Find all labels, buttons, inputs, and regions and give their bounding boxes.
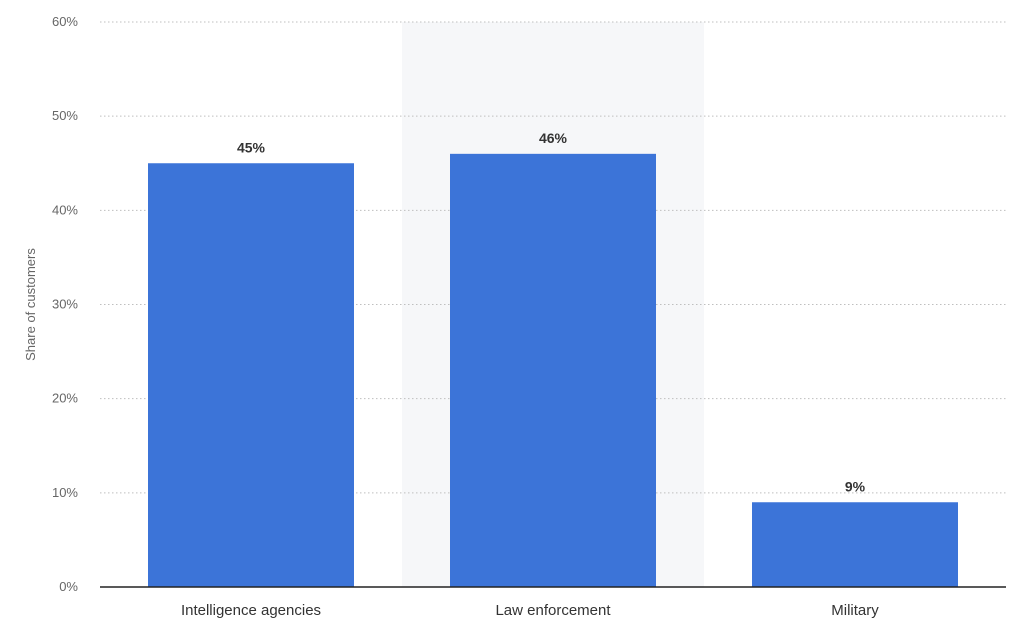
y-axis-ticks: 0% 10% 20% 30% 40% 50% 60% bbox=[52, 14, 78, 594]
y-axis-title: Share of customers bbox=[23, 248, 38, 361]
data-labels: 45% 46% 9% bbox=[237, 130, 866, 494]
y-tick-label: 30% bbox=[52, 297, 78, 312]
data-label: 9% bbox=[845, 478, 866, 494]
bar[interactable] bbox=[148, 163, 354, 587]
x-tick-label: Intelligence agencies bbox=[181, 602, 321, 619]
y-tick-label: 20% bbox=[52, 391, 78, 406]
bars bbox=[148, 153, 958, 588]
data-label: 46% bbox=[539, 130, 568, 146]
bar[interactable] bbox=[752, 502, 958, 587]
bar[interactable] bbox=[450, 153, 656, 588]
y-tick-label: 0% bbox=[59, 579, 78, 594]
y-tick-label: 60% bbox=[52, 14, 78, 29]
x-axis-categories: Intelligence agencies Law enforcement Mili… bbox=[181, 602, 879, 619]
x-tick-label: Law enforcement bbox=[495, 602, 611, 619]
y-tick-label: 40% bbox=[52, 202, 78, 217]
x-tick-label: Military bbox=[831, 602, 879, 619]
y-tick-label: 10% bbox=[52, 485, 78, 500]
data-label: 45% bbox=[237, 139, 266, 155]
y-tick-label: 50% bbox=[52, 108, 78, 123]
